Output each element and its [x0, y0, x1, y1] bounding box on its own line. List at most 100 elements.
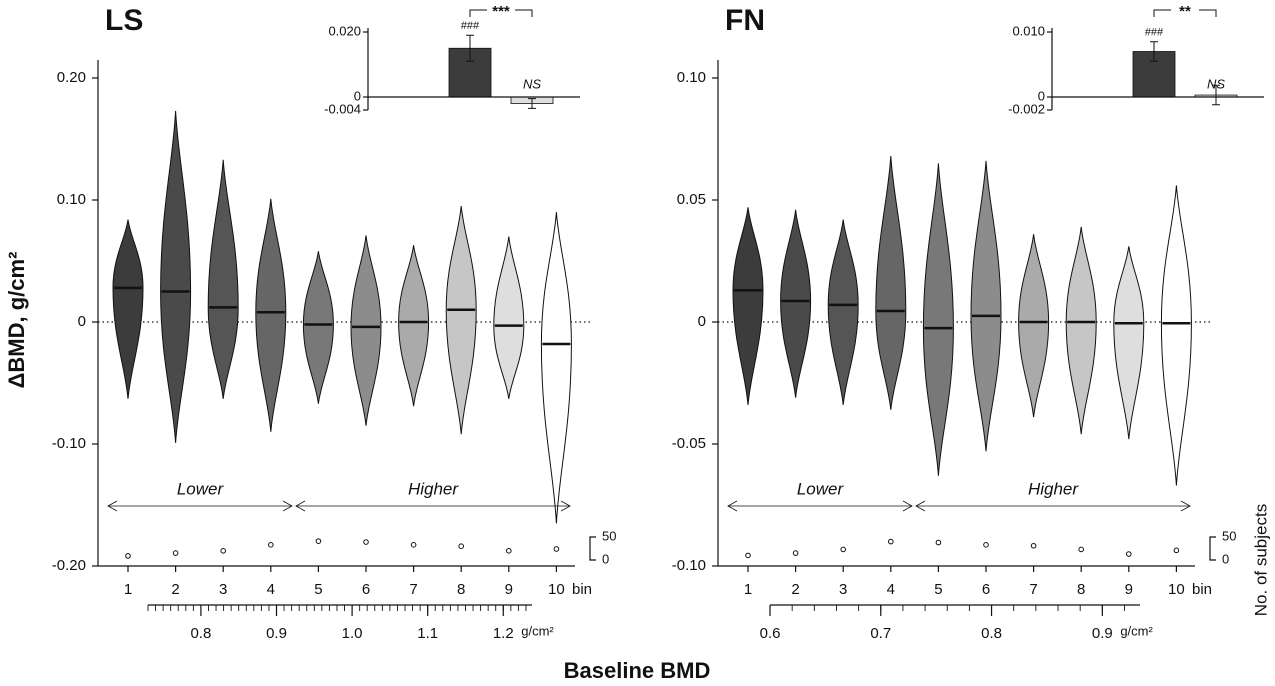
- bmd-tick-label: 1.2: [493, 625, 514, 642]
- significance-bracket: [469, 9, 533, 17]
- bmd-tick-label: 1.0: [342, 625, 363, 642]
- violin: [160, 110, 192, 443]
- subjects-axis: [1209, 536, 1216, 561]
- inset-y-tick-label: 0: [1038, 88, 1045, 103]
- x-tick-label: 4: [267, 581, 275, 598]
- significance-label: **: [1179, 3, 1191, 20]
- violin: [255, 198, 287, 432]
- inset-error-bar: [1150, 41, 1158, 62]
- bmd-tick-label: 0.8: [981, 625, 1002, 642]
- inset-bar-label: NS: [1207, 76, 1225, 91]
- y-tick-label: 0.10: [677, 69, 706, 86]
- subjects-marker: [1030, 542, 1037, 549]
- x-axis-label: Baseline BMD: [564, 658, 711, 683]
- bmd-unit: g/cm²: [521, 623, 554, 638]
- x-unit: bin: [1192, 581, 1212, 598]
- y-tick-label: 0.10: [57, 191, 86, 208]
- significance-bracket: [1153, 9, 1217, 17]
- inset-error-bar: [528, 98, 536, 109]
- inset-bar-label: NS: [523, 76, 541, 91]
- subjects-marker: [363, 539, 369, 545]
- subjects-tick-label: 50: [1222, 528, 1236, 543]
- subjects-marker: [506, 548, 512, 554]
- violin: [350, 235, 382, 426]
- subjects-marker: [315, 538, 322, 544]
- x-tick-label: 7: [1029, 581, 1037, 598]
- inset-y-tick-label: 0.010: [1012, 23, 1045, 38]
- subjects-axis: [589, 536, 596, 561]
- x-tick-label: 4: [887, 581, 895, 598]
- y-tick-label: 0: [698, 313, 706, 330]
- x-tick-label: 6: [982, 581, 990, 598]
- x-tick-label: 10: [1168, 581, 1185, 598]
- panel-title: LS: [105, 4, 143, 37]
- subjects-marker: [1126, 551, 1132, 557]
- violin: [493, 236, 525, 399]
- violin: [540, 212, 572, 524]
- inset-y-tick-label: -0.004: [324, 101, 361, 116]
- x-tick-label: 8: [457, 581, 465, 598]
- y-tick-label: -0.20: [52, 557, 86, 574]
- inset-bar-label: ###: [1145, 27, 1164, 39]
- x-tick-label: 5: [314, 581, 322, 598]
- x-tick-label: 3: [219, 581, 227, 598]
- lower-label: Lower: [797, 479, 845, 498]
- bmd-tick-label: 0.9: [1092, 625, 1113, 642]
- x-unit: bin: [572, 581, 592, 598]
- x-tick-label: 7: [409, 581, 417, 598]
- x-tick-label: 9: [505, 581, 513, 598]
- higher-arrowhead: [295, 500, 571, 512]
- bmd-unit: g/cm²: [1120, 623, 1153, 638]
- bmd-tick-label: 0.6: [760, 625, 781, 642]
- subjects-marker: [888, 538, 894, 545]
- subjects-marker: [745, 552, 751, 559]
- higher-label: Higher: [408, 479, 459, 498]
- subjects-marker: [792, 550, 799, 556]
- bmd-tick-label: 0.7: [870, 625, 891, 642]
- violin: [1018, 234, 1050, 418]
- violin: [445, 206, 477, 435]
- lower-arrowhead: [107, 500, 293, 512]
- subjects-marker: [840, 546, 847, 553]
- y-tick-label: 0.20: [57, 69, 86, 86]
- bmd-tick-label: 0.9: [266, 625, 287, 642]
- y-tick-label: 0.05: [677, 191, 706, 208]
- subjects-marker: [125, 553, 131, 559]
- violin: [922, 163, 954, 476]
- subjects-tick-label: 0: [602, 551, 609, 566]
- x-tick-label: 10: [548, 581, 565, 598]
- x-tick-label: 5: [934, 581, 942, 598]
- subjects-tick-label: 0: [1222, 551, 1229, 566]
- lower-label: Lower: [177, 479, 225, 498]
- significance-label: ***: [492, 3, 510, 20]
- x-tick-label: 9: [1125, 581, 1133, 598]
- y-tick-label: -0.05: [672, 435, 706, 452]
- subjects-tick-label: 50: [602, 528, 616, 543]
- x-tick-label: 2: [171, 581, 179, 598]
- inset-bar-label: ###: [461, 20, 480, 32]
- subjects-marker: [172, 550, 179, 556]
- violin: [732, 207, 764, 406]
- subjects-label: No. of subjects: [1251, 504, 1270, 616]
- panel-title: FN: [725, 4, 765, 37]
- y-axis-label: ΔBMD, g/cm²: [4, 252, 29, 389]
- violin: [207, 159, 239, 399]
- y-tick-label: -0.10: [52, 435, 86, 452]
- x-tick-label: 1: [124, 581, 132, 598]
- bmd-tick-label: 1.1: [417, 625, 438, 642]
- violin: [827, 219, 859, 406]
- inset-y-tick-label: 0.020: [328, 23, 361, 38]
- x-tick-label: 6: [362, 581, 370, 598]
- subjects-marker: [268, 542, 274, 548]
- inset-y-tick-label: 0: [354, 88, 361, 103]
- violin: [780, 209, 812, 398]
- violin: [1160, 185, 1192, 486]
- x-tick-label: 2: [791, 581, 799, 598]
- subjects-marker: [1173, 547, 1180, 554]
- violin: [970, 160, 1002, 452]
- x-tick-label: 8: [1077, 581, 1085, 598]
- violin: [398, 245, 430, 407]
- y-tick-label: 0: [78, 313, 86, 330]
- bmd-tick-label: 0.8: [190, 625, 211, 642]
- subjects-marker: [458, 543, 465, 550]
